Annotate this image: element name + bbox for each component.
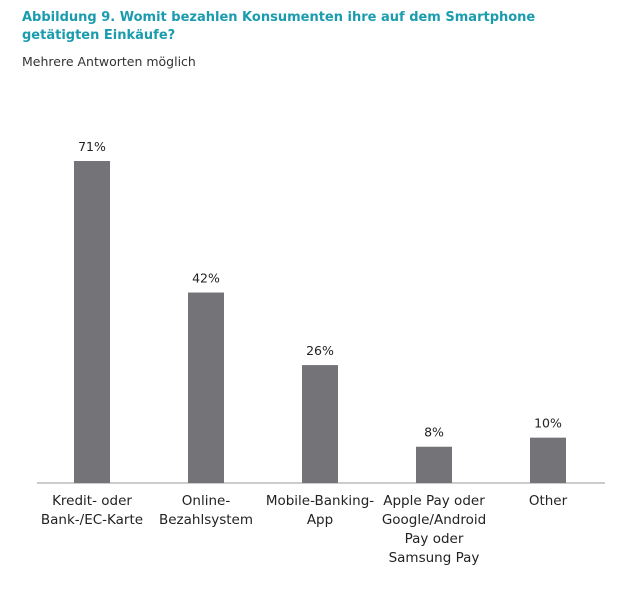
bar bbox=[188, 292, 224, 483]
bar bbox=[416, 446, 452, 483]
x-tick-label: Apple Pay oder Google/Android Pay oder S… bbox=[381, 493, 487, 566]
bar bbox=[74, 161, 110, 483]
x-tick-label: Other bbox=[528, 493, 568, 509]
value-label: 71% bbox=[78, 139, 106, 154]
value-label: 42% bbox=[192, 271, 220, 286]
value-label: 10% bbox=[534, 416, 562, 431]
chart-subtitle: Mehrere Antworten möglich bbox=[22, 54, 196, 69]
x-tick-label: Kredit- oder Bank-/EC-Karte bbox=[40, 493, 144, 528]
value-label: 26% bbox=[306, 343, 334, 358]
chart-title: Abbildung 9. Womit bezahlen Konsumenten … bbox=[22, 10, 536, 43]
x-tick-label: Online-Bezahlsystem bbox=[158, 493, 254, 528]
bar bbox=[302, 365, 338, 483]
x-tick-label: Mobile-Banking-App bbox=[265, 493, 375, 528]
bar bbox=[530, 437, 566, 483]
value-label: 8% bbox=[424, 425, 444, 440]
